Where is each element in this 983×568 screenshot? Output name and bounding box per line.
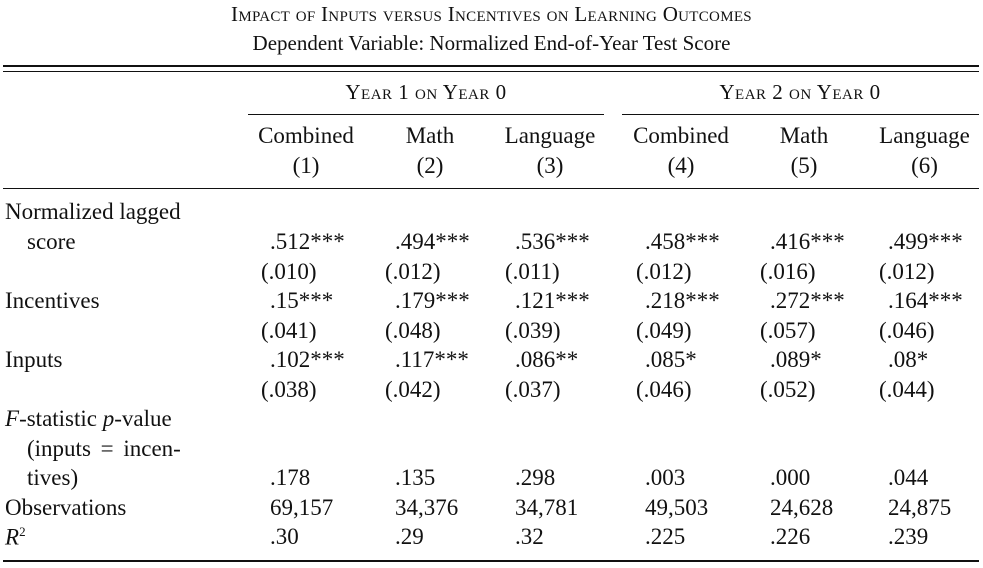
value-cell: .000 [770,465,811,490]
superscript: 2 [19,524,26,539]
coef-cell: .164*** [888,288,963,313]
value-cell: .135 [395,465,436,490]
group-rule-year1 [248,114,604,115]
row-label: Normalized lagged [5,199,181,224]
header-rule [3,188,979,189]
row-label: Observations [5,495,127,520]
value-cell: .298 [515,465,556,490]
coef-cell: .15*** [270,288,334,313]
f-symbol: F [5,406,20,431]
se-cell: (.052) [760,377,816,402]
coef-cell: .117*** [395,347,469,372]
coef-cell: .499*** [888,229,963,254]
p-symbol: p [102,406,115,431]
bottom-rule [3,560,979,562]
column-number-1: (1) [292,153,320,178]
value-cell: .30 [270,524,299,549]
se-cell: (.016) [760,259,816,284]
value-cell: .178 [270,465,311,490]
coef-cell: .121*** [515,288,590,313]
se-cell: (.012) [385,259,441,284]
coef-cell: .089* [770,347,822,372]
top-rule-thick [3,65,979,67]
se-cell: (.041) [261,318,317,343]
se-cell: (.048) [385,318,441,343]
value-cell: 69,157 [270,495,334,520]
value-cell: 34,376 [395,495,459,520]
table-title: Impact of Inputs versus Incentives on Le… [231,2,752,26]
value-cell: 24,875 [888,495,952,520]
row-label-cont: (inputs = incen- [27,436,181,461]
group-rule-year2 [622,114,979,115]
column-number-3: (3) [536,153,564,178]
se-cell: (.042) [385,377,441,402]
column-number-2: (2) [416,153,444,178]
value-cell: .003 [645,465,686,490]
column-header-1: Combined [258,123,354,148]
label-text: -value [114,406,172,431]
coef-cell: .102*** [270,347,345,372]
coef-cell: .494*** [395,229,470,254]
group-header-year1: Year 1 on Year 0 [345,80,507,104]
top-rule-thin [3,71,979,72]
se-cell: (.012) [879,259,935,284]
column-header-5: Math [779,123,829,148]
column-number-6: (6) [911,153,938,178]
coef-cell: .536*** [515,229,590,254]
se-cell: (.038) [261,377,317,402]
r-symbol: R [5,524,20,550]
se-cell: (.012) [636,259,692,284]
label-text: -statistic [19,406,103,431]
coef-cell: .085* [645,347,697,372]
coef-cell: .512*** [270,229,345,254]
value-cell: .32 [515,524,544,549]
value-cell: 34,781 [515,495,579,520]
column-number-4: (4) [667,153,695,178]
se-cell: (.039) [505,318,561,343]
coef-cell: .416*** [770,229,845,254]
group-header-year2: Year 2 on Year 0 [719,80,881,104]
value-cell: 49,503 [645,495,709,520]
se-cell: (.044) [879,377,935,402]
row-label-cont: tives) [27,465,79,490]
row-label: Inputs [5,347,63,372]
value-cell: 24,628 [770,495,834,520]
column-header-3: Language [504,123,596,148]
column-number-5: (5) [790,153,818,178]
row-label: F-statistic p-value [5,406,172,432]
coef-cell: .458*** [645,229,720,254]
coef-cell: .08* [888,347,929,372]
coef-cell: .218*** [645,288,720,313]
column-header-2: Math [405,123,455,148]
coef-cell: .179*** [395,288,470,313]
se-cell: (.011) [505,259,560,284]
se-cell: (.049) [636,318,692,343]
se-cell: (.046) [879,318,935,343]
column-header-6: Language [879,123,970,148]
row-label: R2 [5,524,26,551]
se-cell: (.037) [505,377,561,402]
se-cell: (.057) [760,318,816,343]
value-cell: .239 [888,524,929,549]
row-label-cont: score [27,229,76,254]
value-cell: .226 [770,524,811,549]
row-label: Incentives [5,288,100,313]
se-cell: (.046) [636,377,692,402]
value-cell: .225 [645,524,686,549]
coef-cell: .272*** [770,288,845,313]
value-cell: .044 [888,465,929,490]
table-subtitle: Dependent Variable: Normalized End-of-Ye… [252,31,731,55]
value-cell: .29 [395,524,424,549]
column-header-4: Combined [633,123,729,148]
coef-cell: .086** [515,347,579,372]
se-cell: (.010) [261,259,317,284]
